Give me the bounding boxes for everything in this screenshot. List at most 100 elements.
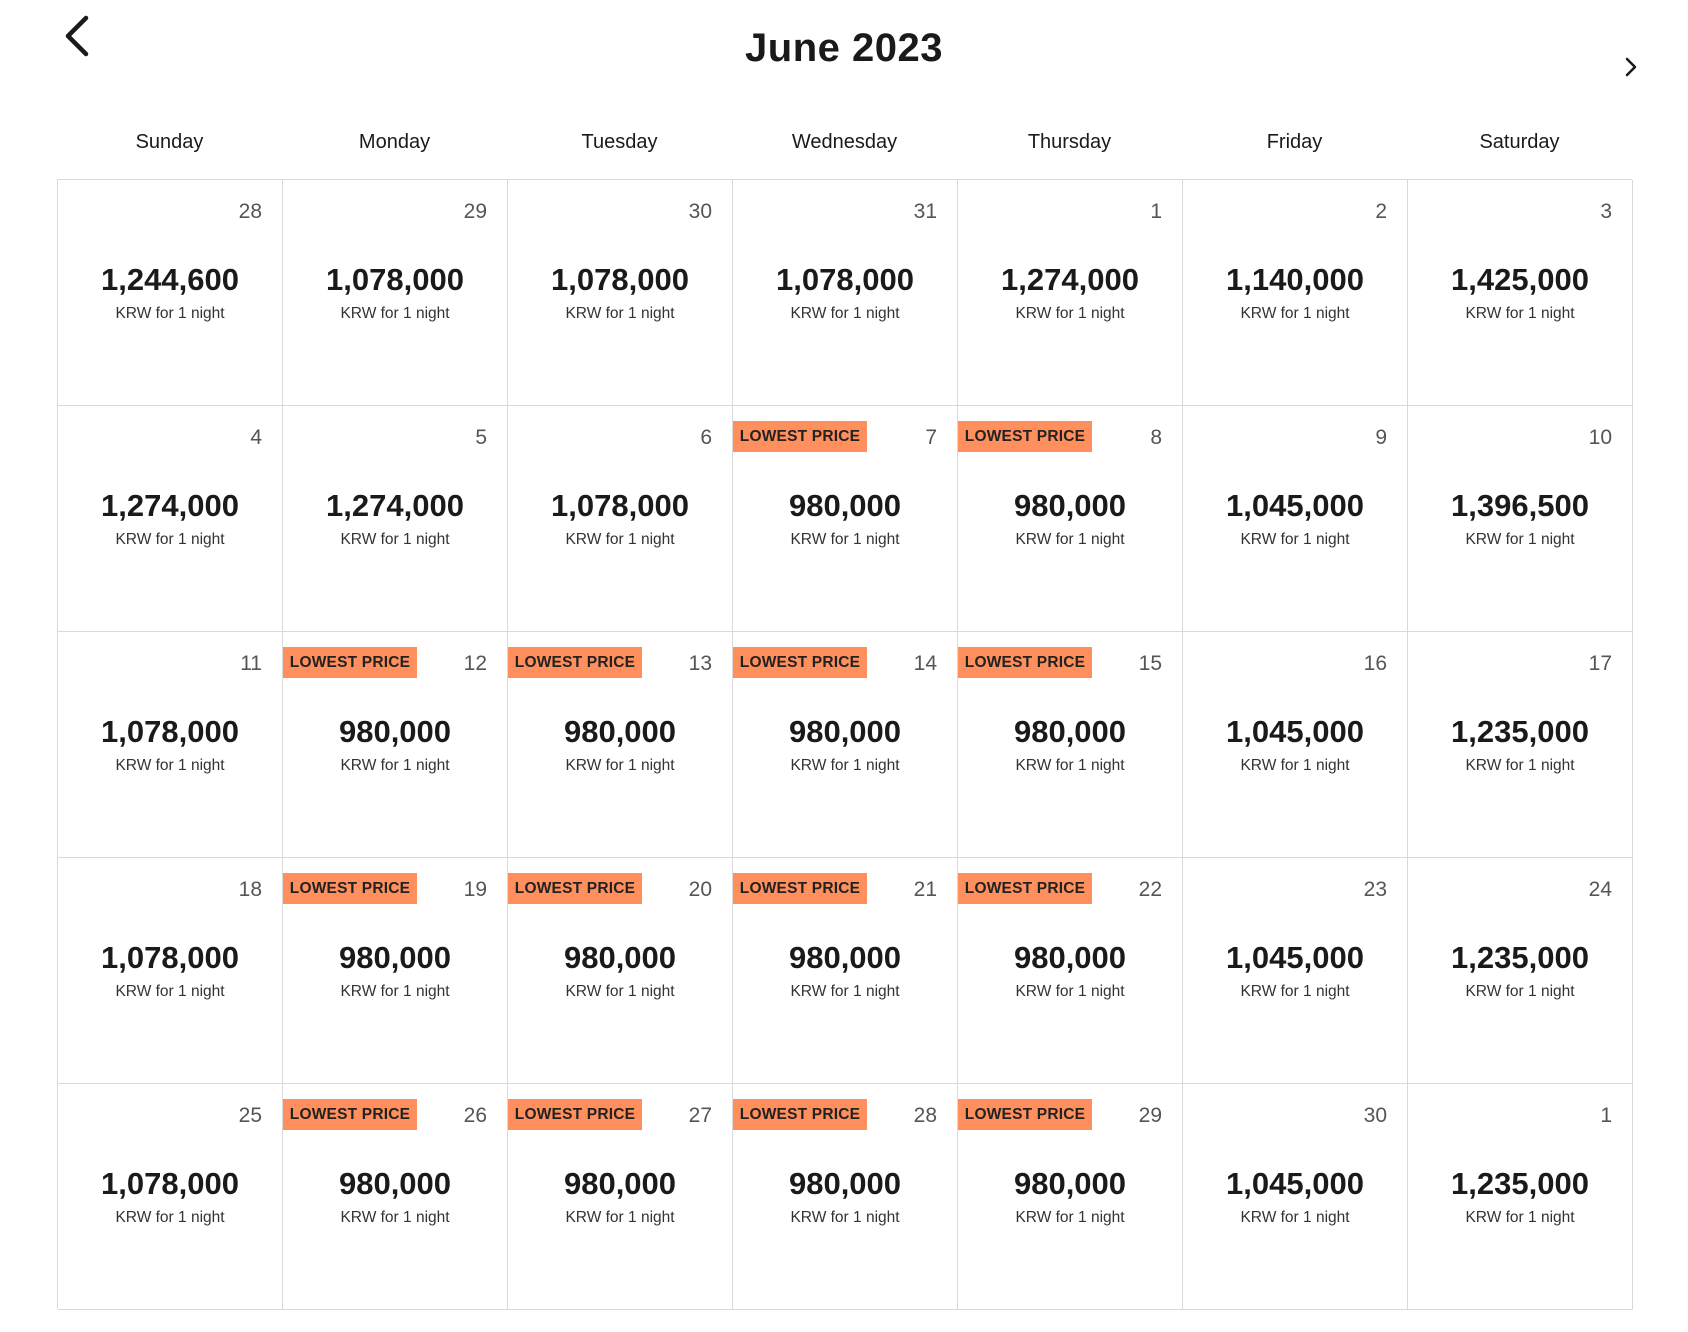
calendar-day-cell[interactable]: LOWEST PRICE 26 980,000 KRW for 1 night xyxy=(283,1084,508,1310)
calendar-day-cell[interactable]: LOWEST PRICE 12 980,000 KRW for 1 night xyxy=(283,632,508,858)
day-number: 25 xyxy=(238,1104,262,1127)
day-number: 2 xyxy=(1375,200,1387,223)
day-number: 17 xyxy=(1588,652,1612,675)
calendar-day-cell[interactable]: LOWEST PRICE 27 980,000 KRW for 1 night xyxy=(508,1084,733,1310)
price-note: KRW for 1 night xyxy=(1015,305,1125,322)
weekday-saturday: Saturday xyxy=(1479,131,1560,153)
day-number: 12 xyxy=(463,652,487,675)
calendar-day-cell[interactable]: 18 1,078,000 KRW for 1 night xyxy=(58,858,283,1084)
day-number: 18 xyxy=(238,878,262,901)
day-number: 28 xyxy=(913,1104,937,1127)
nightly-price: 980,000 xyxy=(788,488,902,523)
calendar-day-cell[interactable]: 1 1,235,000 KRW for 1 night xyxy=(1408,1084,1633,1310)
prev-month-button[interactable] xyxy=(52,8,100,64)
calendar-day-cell[interactable]: 2 1,140,000 KRW for 1 night xyxy=(1183,180,1408,406)
price-note: KRW for 1 night xyxy=(340,1209,450,1226)
lowest-price-badge: LOWEST PRICE xyxy=(958,873,1092,904)
lowest-price-badge: LOWEST PRICE xyxy=(733,647,867,678)
calendar-day-cell[interactable]: 4 1,274,000 KRW for 1 night xyxy=(58,406,283,632)
day-number: 22 xyxy=(1138,878,1162,901)
nightly-price: 980,000 xyxy=(338,940,452,975)
price-note: KRW for 1 night xyxy=(115,983,225,1000)
price-note: KRW for 1 night xyxy=(790,305,900,322)
nightly-price: 1,078,000 xyxy=(551,488,689,523)
weekday-sunday: Sunday xyxy=(135,131,204,153)
calendar-day-cell[interactable]: 5 1,274,000 KRW for 1 night xyxy=(283,406,508,632)
nightly-price: 980,000 xyxy=(338,1166,452,1201)
price-note: KRW for 1 night xyxy=(565,983,675,1000)
calendar-day-cell[interactable]: 1 1,274,000 KRW for 1 night xyxy=(958,180,1183,406)
calendar-day-cell[interactable]: LOWEST PRICE 7 980,000 KRW for 1 night xyxy=(733,406,958,632)
calendar-day-cell[interactable]: LOWEST PRICE 29 980,000 KRW for 1 night xyxy=(958,1084,1183,1310)
chevron-right-icon xyxy=(1625,57,1637,77)
nightly-price: 1,045,000 xyxy=(1226,488,1364,523)
nightly-price: 1,078,000 xyxy=(551,262,689,297)
calendar-day-cell[interactable]: LOWEST PRICE 21 980,000 KRW for 1 night xyxy=(733,858,958,1084)
calendar-day-cell[interactable]: 25 1,078,000 KRW for 1 night xyxy=(58,1084,283,1310)
nightly-price: 980,000 xyxy=(563,940,677,975)
day-number: 13 xyxy=(688,652,712,675)
nightly-price: 980,000 xyxy=(563,1166,677,1201)
lowest-price-badge: LOWEST PRICE xyxy=(958,1099,1092,1130)
weekday-tuesday: Tuesday xyxy=(581,131,658,153)
price-note: KRW for 1 night xyxy=(340,757,450,774)
calendar-day-cell[interactable]: 24 1,235,000 KRW for 1 night xyxy=(1408,858,1633,1084)
calendar-day-cell[interactable]: 11 1,078,000 KRW for 1 night xyxy=(58,632,283,858)
calendar-day-cell[interactable]: 16 1,045,000 KRW for 1 night xyxy=(1183,632,1408,858)
calendar-day-cell[interactable]: 17 1,235,000 KRW for 1 night xyxy=(1408,632,1633,858)
nightly-price: 1,425,000 xyxy=(1451,262,1589,297)
nightly-price: 1,045,000 xyxy=(1226,1166,1364,1201)
calendar-day-cell[interactable]: 3 1,425,000 KRW for 1 night xyxy=(1408,180,1633,406)
calendar-day-cell[interactable]: LOWEST PRICE 22 980,000 KRW for 1 night xyxy=(958,858,1183,1084)
price-note: KRW for 1 night xyxy=(1015,531,1125,548)
day-number: 10 xyxy=(1588,426,1612,449)
next-month-button[interactable] xyxy=(1616,50,1646,84)
weekday-friday: Friday xyxy=(1266,131,1323,153)
day-number: 7 xyxy=(925,426,937,449)
price-note: KRW for 1 night xyxy=(1465,757,1575,774)
nightly-price: 980,000 xyxy=(788,714,902,749)
nightly-price: 1,078,000 xyxy=(326,262,464,297)
price-note: KRW for 1 night xyxy=(1465,531,1575,548)
day-number: 23 xyxy=(1363,878,1387,901)
calendar-day-cell[interactable]: 29 1,078,000 KRW for 1 night xyxy=(283,180,508,406)
calendar-day-cell[interactable]: 28 1,244,600 KRW for 1 night xyxy=(58,180,283,406)
calendar-day-cell[interactable]: 10 1,396,500 KRW for 1 night xyxy=(1408,406,1633,632)
day-number: 31 xyxy=(913,200,937,223)
nightly-price: 980,000 xyxy=(563,714,677,749)
calendar-day-cell[interactable]: 30 1,078,000 KRW for 1 night xyxy=(508,180,733,406)
day-number: 28 xyxy=(238,200,262,223)
calendar-day-cell[interactable]: 9 1,045,000 KRW for 1 night xyxy=(1183,406,1408,632)
day-number: 21 xyxy=(913,878,937,901)
price-note: KRW for 1 night xyxy=(1240,531,1350,548)
calendar-day-cell[interactable]: LOWEST PRICE 28 980,000 KRW for 1 night xyxy=(733,1084,958,1310)
calendar-day-cell[interactable]: 6 1,078,000 KRW for 1 night xyxy=(508,406,733,632)
price-note: KRW for 1 night xyxy=(1465,983,1575,1000)
nightly-price: 1,078,000 xyxy=(101,1166,239,1201)
calendar-day-cell[interactable]: LOWEST PRICE 19 980,000 KRW for 1 night xyxy=(283,858,508,1084)
nightly-price: 1,045,000 xyxy=(1226,940,1364,975)
calendar-day-cell[interactable]: 30 1,045,000 KRW for 1 night xyxy=(1183,1084,1408,1310)
price-note: KRW for 1 night xyxy=(115,531,225,548)
price-note: KRW for 1 night xyxy=(115,305,225,322)
calendar-day-cell[interactable]: 23 1,045,000 KRW for 1 night xyxy=(1183,858,1408,1084)
nightly-price: 1,396,500 xyxy=(1451,488,1589,523)
calendar-day-cell[interactable]: LOWEST PRICE 20 980,000 KRW for 1 night xyxy=(508,858,733,1084)
day-number: 3 xyxy=(1600,200,1612,223)
lowest-price-badge: LOWEST PRICE xyxy=(283,647,417,678)
price-note: KRW for 1 night xyxy=(115,757,225,774)
price-note: KRW for 1 night xyxy=(340,531,450,548)
calendar-day-cell[interactable]: LOWEST PRICE 13 980,000 KRW for 1 night xyxy=(508,632,733,858)
price-note: KRW for 1 night xyxy=(1240,1209,1350,1226)
day-number: 15 xyxy=(1138,652,1162,675)
calendar-day-cell[interactable]: 31 1,078,000 KRW for 1 night xyxy=(733,180,958,406)
nightly-price: 1,274,000 xyxy=(326,488,464,523)
price-note: KRW for 1 night xyxy=(1015,757,1125,774)
calendar-day-cell[interactable]: LOWEST PRICE 8 980,000 KRW for 1 night xyxy=(958,406,1183,632)
lowest-price-badge: LOWEST PRICE xyxy=(508,1099,642,1130)
calendar-day-cell[interactable]: LOWEST PRICE 15 980,000 KRW for 1 night xyxy=(958,632,1183,858)
lowest-price-badge: LOWEST PRICE xyxy=(958,647,1092,678)
lowest-price-badge: LOWEST PRICE xyxy=(508,647,642,678)
day-number: 26 xyxy=(463,1104,487,1127)
calendar-day-cell[interactable]: LOWEST PRICE 14 980,000 KRW for 1 night xyxy=(733,632,958,858)
